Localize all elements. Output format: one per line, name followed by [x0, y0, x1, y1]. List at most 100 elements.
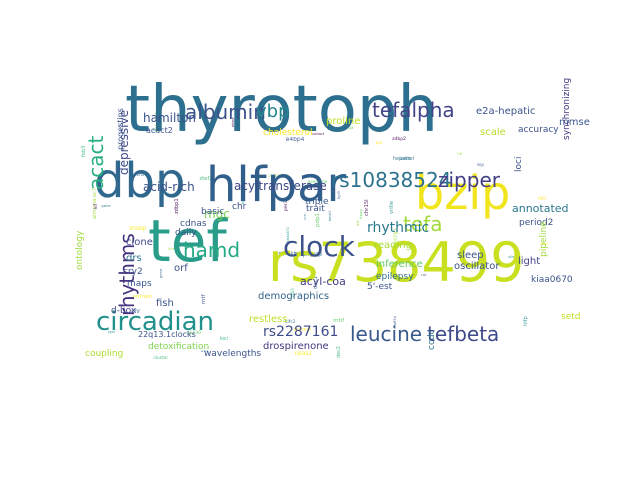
cloud-word: light	[518, 255, 541, 267]
cloud-word-small: mtif	[333, 318, 345, 325]
cloud-word: bzip	[415, 166, 511, 221]
cloud-word: tefalpha	[372, 97, 455, 122]
cloud-word-small: gene	[101, 204, 111, 209]
cloud-word: circadian	[96, 306, 215, 337]
cloud-word-small: hlf	[457, 151, 462, 156]
cloud-word: tefa	[403, 211, 443, 236]
cloud-word-small: lrpap	[357, 208, 363, 219]
cloud-word: mgc	[204, 207, 230, 222]
cloud-word-small: hepatic	[392, 155, 412, 162]
cloud-word: tefbeta	[427, 321, 500, 346]
cloud-word: hamilton	[143, 111, 196, 126]
cloud-word: trait	[306, 203, 325, 214]
cloud-word-small: e4bp4	[285, 137, 305, 144]
cloud-word: inference	[376, 258, 423, 270]
cloud-word: progestins	[116, 108, 125, 150]
cloud-word: cdnas	[180, 218, 207, 229]
cloud-word-small: gp130	[186, 331, 201, 337]
cloud-word: detoxification	[148, 341, 210, 352]
cloud-word: oscillator	[454, 260, 500, 272]
cloud-word: vbp	[256, 101, 290, 123]
cloud-word: zipper	[438, 167, 500, 192]
cloud-word: loci	[514, 156, 524, 172]
cloud-word: orf	[174, 262, 188, 274]
cloud-word-small: shsbp	[129, 225, 147, 232]
cloud-word-small: npas2	[294, 351, 312, 358]
cloud-word: 5'-est	[367, 281, 393, 292]
cloud-word: hlfpar	[206, 156, 347, 213]
cloud-word-small: ppar	[107, 330, 116, 335]
cloud-word: tef	[148, 207, 227, 276]
cloud-word: demographics	[258, 290, 330, 302]
cloud-word-small: dec2	[336, 345, 343, 358]
cloud-word-small: zeitgeber	[268, 172, 289, 178]
cloud-word: albumin	[185, 99, 266, 124]
cloud-word-small: entrain	[132, 293, 153, 300]
cloud-word-small: bhlh	[303, 212, 308, 220]
cloud-word: clock	[283, 230, 355, 264]
cloud-word: sleep	[457, 249, 484, 261]
cloud-word: annotated	[512, 201, 569, 215]
cloud-word: acid-rich	[143, 180, 195, 195]
cloud-word-small: loci	[219, 336, 228, 342]
cloud-word-small: ztef2	[199, 175, 213, 182]
cloud-word: thyrotoph	[125, 72, 439, 147]
cloud-word: ontology	[75, 230, 85, 270]
cloud-word: cholesterol	[263, 127, 313, 138]
cloud-word: dbp	[94, 152, 186, 209]
cloud-word: coupling	[85, 348, 124, 359]
cloud-word: drospirenone	[263, 340, 329, 352]
cloud-word: clone	[126, 236, 153, 248]
cloud-word: drs	[126, 252, 142, 264]
cloud-word: rhythmic	[367, 219, 430, 236]
cloud-word-small: renal	[540, 242, 548, 247]
cloud-word-small: chr	[131, 309, 141, 316]
cloud-word-small: zdbp2	[392, 137, 406, 143]
cloud-word-small: genotype	[307, 179, 328, 185]
cloud-word-small: trib	[356, 220, 361, 226]
cloud-word: cry2	[123, 266, 143, 277]
cloud-word-small: cohort	[312, 131, 325, 137]
cloud-word-small: allele	[508, 255, 517, 260]
cloud-word-small: hlfp	[523, 316, 530, 327]
cloud-word: daily	[175, 227, 197, 238]
cloud-word: wavelengths	[204, 348, 262, 359]
cloud-word: kiaa0670	[531, 274, 573, 285]
cloud-word-small: kifc4c	[310, 253, 321, 258]
cloud-word: leucine	[350, 321, 423, 346]
cloud-word: ccdc	[427, 329, 437, 350]
cloud-word-small: arhd	[200, 348, 208, 353]
cloud-word-small: icertef	[399, 156, 415, 162]
cloud-word-small: mtf	[201, 294, 208, 304]
cloud-word-small: liver	[168, 245, 177, 251]
cloud-word-small: epiplakin	[275, 251, 299, 258]
cloud-word: scale	[480, 126, 506, 138]
cloud-word-small: rxr	[421, 272, 427, 278]
cloud-word: setd	[561, 311, 581, 322]
cloud-word: mmse	[559, 116, 590, 128]
cloud-word-small: scoreat	[293, 328, 312, 334]
cloud-word-small: amplitude	[293, 251, 323, 258]
cloud-word: pipeline	[539, 221, 549, 257]
cloud-word: restless	[249, 313, 288, 325]
cloud-word: chr	[232, 201, 247, 212]
cloud-word-small: fdf1	[538, 196, 547, 202]
cloud-word: reading	[374, 239, 412, 251]
cloud-word-small: asmc	[152, 127, 162, 132]
cloud-word-small: pdp1	[315, 212, 322, 227]
cloud-word-small: chr15l	[364, 199, 371, 217]
cloud-word: e2a-hepatic	[476, 105, 536, 117]
cloud-word-small: cluster	[153, 355, 169, 361]
cloud-word: d-box	[111, 305, 137, 316]
cloud-word: fish	[156, 297, 174, 309]
cloud-word: acact	[84, 135, 108, 190]
cloud-word: acact2	[146, 126, 173, 136]
cloud-word: epilepsy	[376, 271, 414, 282]
cloud-word: accuracy	[518, 124, 559, 135]
cloud-word: rs738499	[268, 230, 525, 294]
cloud-word-small: zhif1	[136, 172, 148, 178]
cloud-word-small: vrille	[388, 200, 395, 214]
cloud-word: triple	[305, 196, 329, 207]
cloud-word: proline	[326, 115, 361, 127]
